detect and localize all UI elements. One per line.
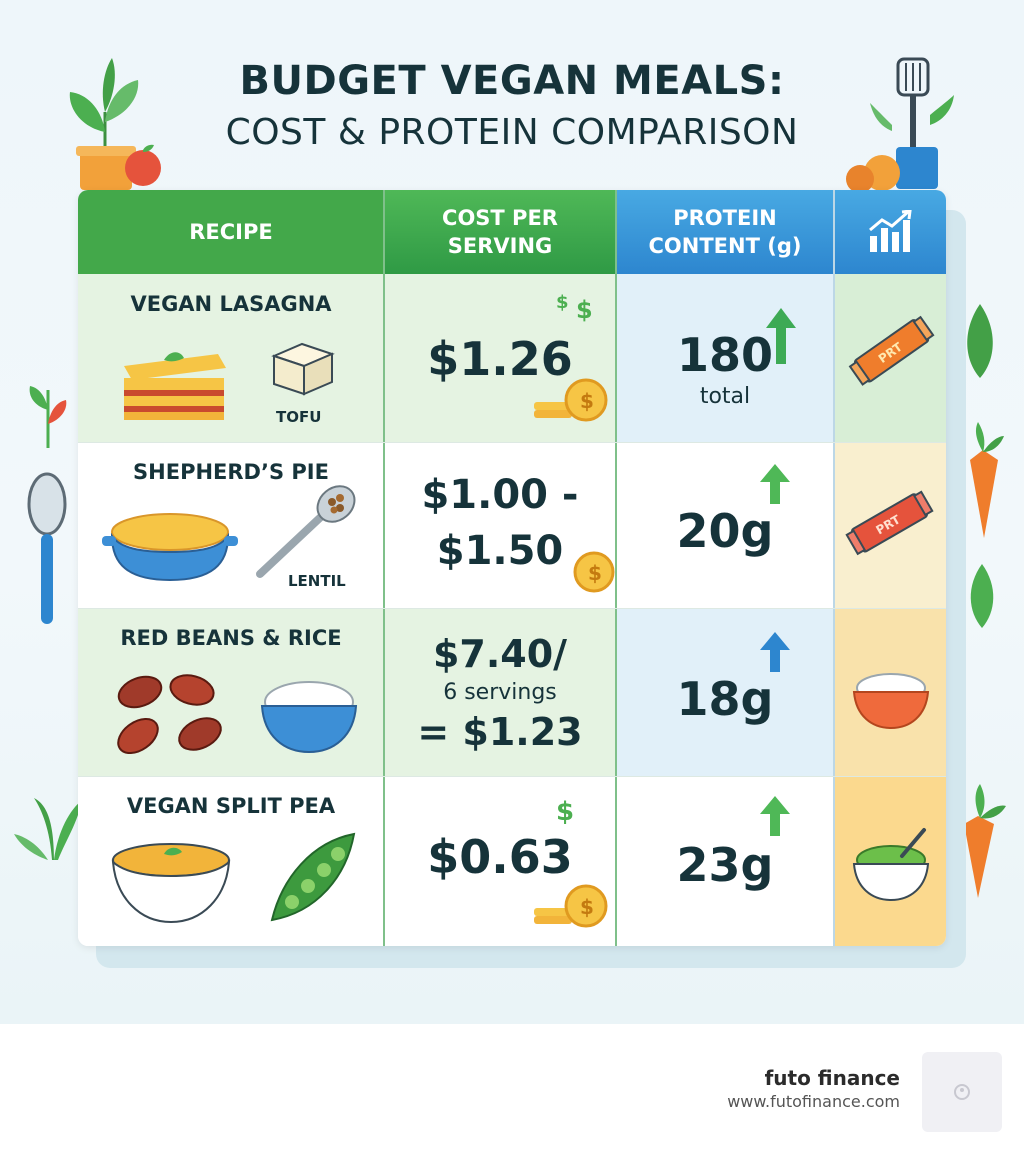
- protein-value: 20g: [676, 504, 774, 558]
- header-protein: PROTEIN CONTENT (g): [616, 190, 834, 274]
- arrow-up-icon: [760, 796, 790, 836]
- brand-name: futo finance: [764, 1066, 900, 1090]
- pea-bowl-icon: [852, 828, 930, 902]
- svg-text:$: $: [556, 797, 574, 826]
- protein-value: 180: [676, 328, 774, 382]
- kidney-beans-icon: [117, 674, 222, 755]
- lasagna-icon: [124, 352, 226, 420]
- coin-icon: $: [573, 551, 615, 593]
- recipe-name: VEGAN LASAGNA: [130, 292, 332, 316]
- recipe-name: SHEPHERD’S PIE: [133, 460, 329, 484]
- brand-url: www.futofinance.com: [727, 1092, 900, 1111]
- cost-value-line-1: $1.00 -: [421, 472, 579, 518]
- coins-icon: $: [534, 884, 608, 928]
- svg-text:$: $: [580, 389, 594, 413]
- row-1-protein: 180 total: [616, 274, 834, 442]
- row-2-icon: PRT: [834, 442, 946, 608]
- header-cost: COST PER SERVING: [384, 190, 616, 274]
- leaf-icon: [967, 304, 993, 378]
- svg-text:$: $: [580, 895, 594, 919]
- header-recipe: RECIPE: [78, 190, 384, 274]
- svg-text:$: $: [576, 296, 593, 322]
- cost-value-line-1: $7.40/: [432, 632, 568, 676]
- dollar-sign-icon: $: [556, 797, 574, 826]
- protein-value: 18g: [676, 672, 774, 726]
- leafy-plant-icon: [14, 798, 82, 860]
- cost-value-line-2: $1.50: [436, 528, 564, 574]
- cost-servings: 6 servings: [443, 680, 557, 705]
- spatula-cup-icon: [846, 57, 954, 193]
- row-4-cost: $0.63 $ $: [384, 776, 616, 946]
- rice-bowl-icon: [852, 673, 930, 730]
- cost-value-line-3: = $1.23: [417, 710, 583, 754]
- row-2-cost: $1.00 - $1.50 $: [384, 442, 616, 608]
- arrow-up-icon: [760, 632, 790, 672]
- comparison-table: RECIPE COST PER SERVING PROTEIN CONTENT (g…: [78, 190, 946, 946]
- soup-bowl-icon: [111, 843, 231, 924]
- row-1-recipe: VEGAN LASAGNA TOFU: [78, 274, 384, 442]
- protein-value: 23g: [676, 838, 774, 892]
- coins-icon: $: [534, 378, 608, 422]
- title-line-1: BUDGET VEGAN MEALS:: [239, 58, 785, 104]
- brand-logo: [922, 1052, 1002, 1132]
- protein-note: total: [699, 384, 751, 409]
- ingredient-label: LENTIL: [288, 572, 346, 590]
- spoon-icon: [27, 472, 67, 624]
- svg-text:$: $: [588, 561, 602, 585]
- carrot-icon: [964, 784, 1006, 898]
- apple-icon: [125, 144, 161, 186]
- title-line-2: COST & PROTEIN COMPARISON: [225, 112, 799, 153]
- row-4-icon: [834, 776, 946, 946]
- recipe-name: VEGAN SPLIT PEA: [126, 794, 336, 818]
- row-4-recipe: VEGAN SPLIT PEA: [78, 776, 384, 946]
- sprout-icon: [29, 386, 67, 448]
- protein-bar-icon: PRT: [845, 490, 934, 556]
- row-3-icon: [834, 608, 946, 776]
- logo-icon: [954, 1084, 970, 1100]
- leaf-icon: [970, 564, 994, 628]
- row-3-cost: $7.40/ 6 servings = $1.23: [384, 608, 616, 776]
- tofu-icon: [271, 342, 335, 396]
- bar-chart-icon: [869, 210, 912, 252]
- row-3-recipe: RED BEANS & RICE: [78, 608, 384, 776]
- potted-plant-icon: [69, 58, 139, 190]
- ingredient-label: TOFU: [276, 408, 322, 426]
- recipe-name: RED BEANS & RICE: [120, 626, 342, 650]
- arrow-up-icon: [760, 464, 790, 504]
- svg-text:$: $: [556, 292, 569, 313]
- row-2-recipe: SHEPHERD’S PIE LENTIL: [78, 442, 384, 608]
- row-1-cost: $1.26 $ $ $: [384, 274, 616, 442]
- dollar-sign-icon: $ $: [556, 292, 593, 322]
- pea-pod-icon: [270, 832, 356, 922]
- protein-bar-icon: PRT: [848, 315, 935, 386]
- infographic: BUDGET VEGAN MEALS: COST & PROTEIN COMPA…: [0, 0, 1024, 1024]
- lentil-spoon-icon: [256, 485, 356, 578]
- row-3-protein: 18g: [616, 608, 834, 776]
- header-chart: [834, 190, 946, 274]
- carrot-icon: [970, 422, 1004, 538]
- cost-value: $0.63: [427, 830, 573, 884]
- row-2-protein: 20g: [616, 442, 834, 608]
- pie-dish-icon: [102, 513, 238, 582]
- arrow-up-icon: [766, 308, 796, 364]
- row-4-protein: 23g: [616, 776, 834, 946]
- rice-bowl-icon: [260, 681, 358, 754]
- cost-value: $1.26: [427, 332, 573, 386]
- row-1-icon: PRT: [834, 274, 946, 442]
